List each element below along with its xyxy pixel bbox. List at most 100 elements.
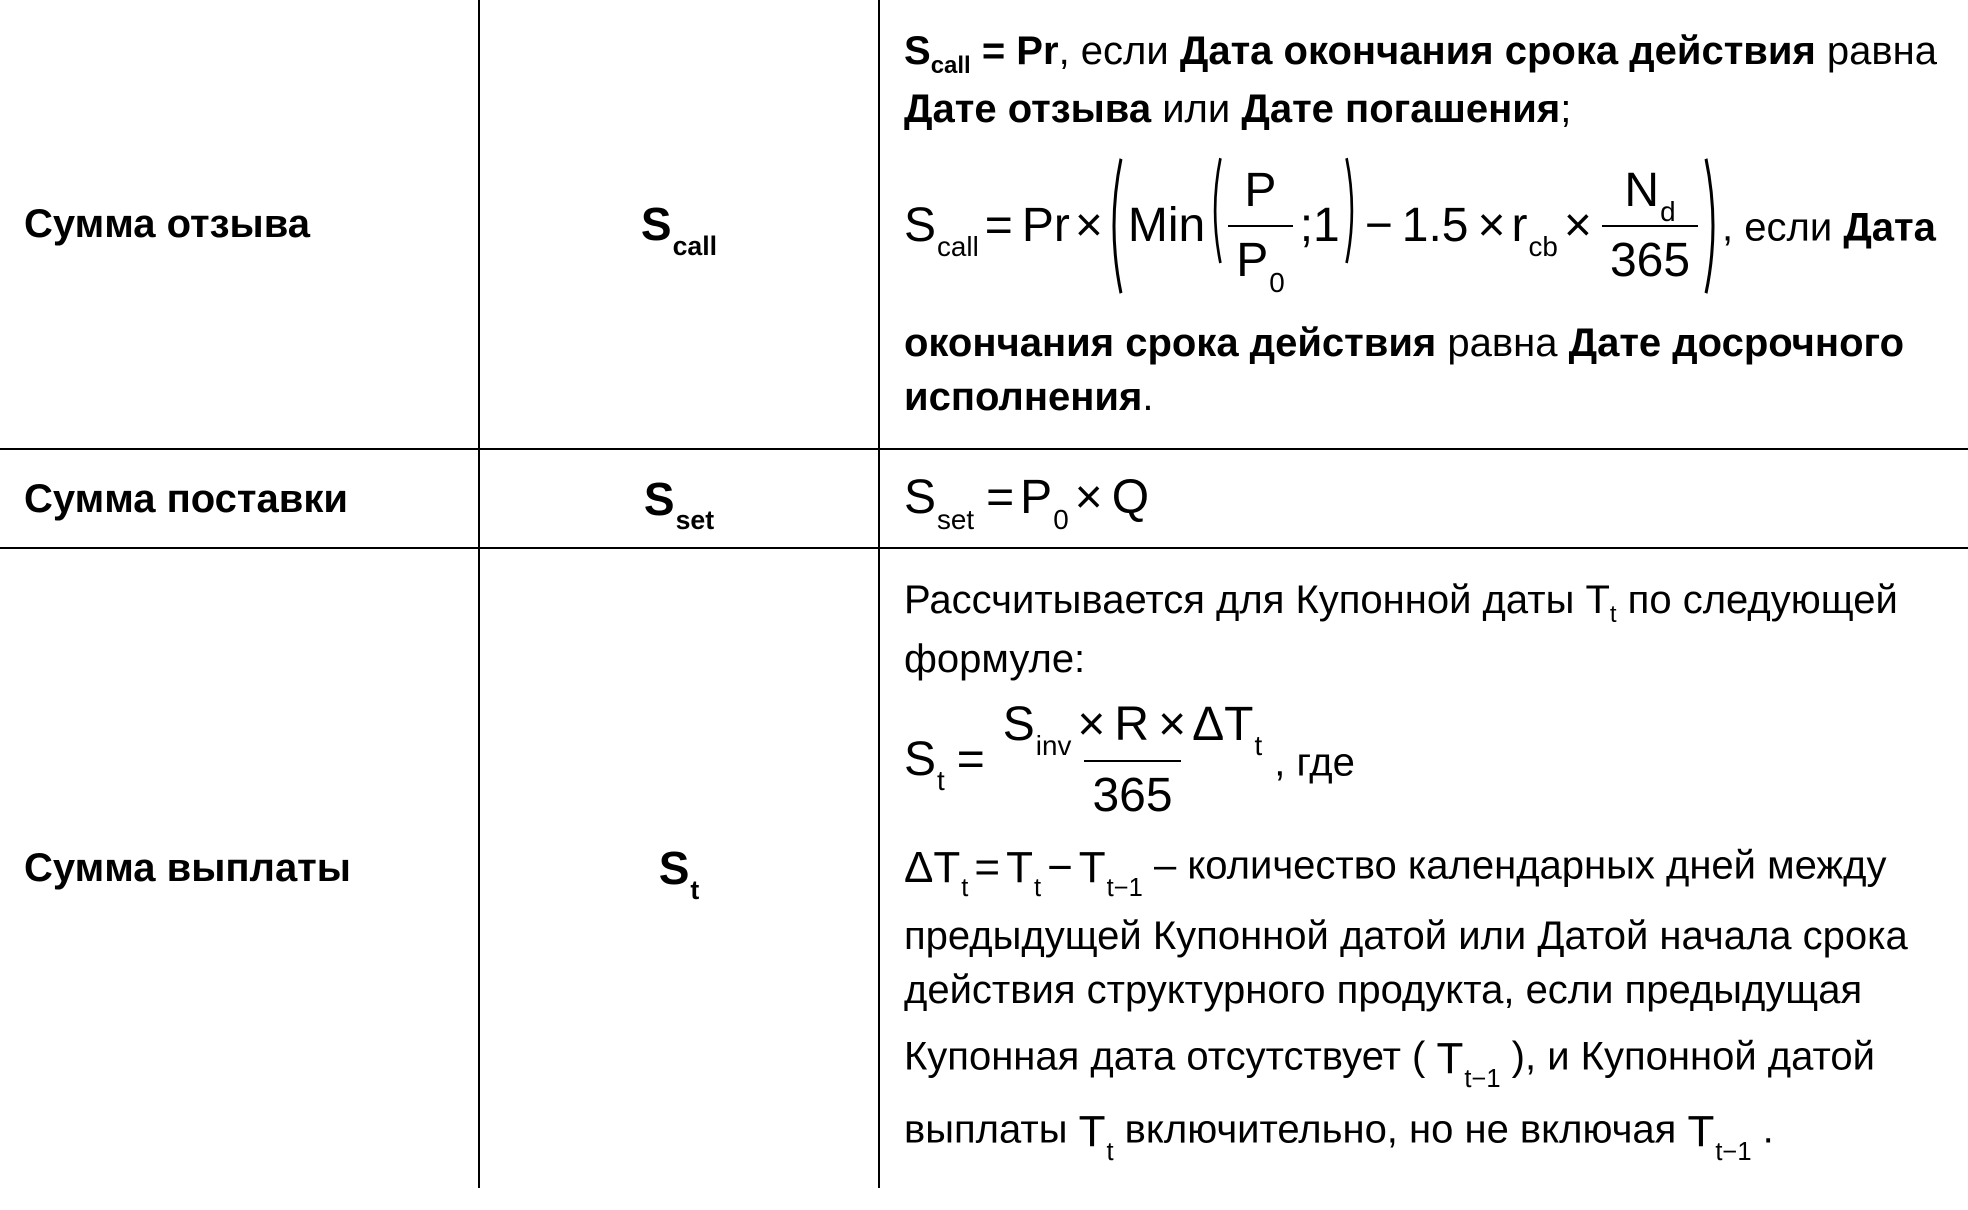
math: ×	[1558, 194, 1598, 259]
math: ×	[1073, 194, 1105, 259]
formula-sset: Sset = P0 × Q	[904, 466, 1152, 531]
math: t	[936, 762, 945, 800]
math: =	[951, 728, 991, 793]
text: или	[1151, 87, 1241, 131]
term-name: Сумма выплаты	[0, 548, 479, 1188]
math: ×	[1071, 693, 1111, 758]
text: , если	[1059, 29, 1180, 73]
math: Min	[1125, 194, 1208, 259]
math: −	[1041, 838, 1079, 897]
symbol-sub: set	[675, 502, 715, 538]
delta-definition: ΔTt = Tt − Tt−1 – количество календарных…	[904, 836, 1944, 899]
text: ;	[1560, 87, 1571, 131]
math: cb	[1528, 228, 1558, 266]
math: t−1	[1106, 871, 1143, 905]
math: P	[1244, 159, 1276, 224]
math: T	[1006, 838, 1033, 897]
term-description: Sset = P0 × Q	[879, 449, 1968, 548]
math: Pr	[1019, 194, 1073, 259]
math: 365	[1610, 229, 1690, 294]
math: d	[1659, 193, 1675, 231]
math: ΔT	[904, 838, 960, 897]
math: 0	[1268, 264, 1284, 302]
math: −	[1359, 194, 1399, 259]
math: T	[1079, 1102, 1106, 1161]
table-row: Сумма выплаты St Рассчитывается для Купо…	[0, 548, 1968, 1188]
math: ×	[1069, 466, 1109, 531]
paren-open-icon	[1105, 156, 1125, 296]
table-row: Сумма отзыва Scall Scall = Pr, если Дата…	[0, 0, 1968, 449]
math: Q	[1109, 466, 1152, 531]
math: =	[979, 194, 1019, 259]
symbol-sub: t	[689, 872, 699, 908]
math: t−1	[1714, 1135, 1751, 1169]
math: ;1	[1297, 194, 1343, 259]
math: T	[1436, 1029, 1463, 1088]
text: окончания срока действия	[904, 321, 1436, 365]
term-description: Рассчитывается для Купонной даты Tt по с…	[879, 548, 1968, 1188]
term-description: Scall = Pr, если Дата окончания срока де…	[879, 0, 1968, 449]
math: T	[1079, 838, 1106, 897]
symbol-main: S	[659, 837, 690, 899]
text: call	[931, 52, 971, 79]
math: T	[1687, 1102, 1714, 1161]
math: inv	[1035, 727, 1072, 765]
math: N	[1624, 159, 1659, 224]
paren-open-icon	[1208, 156, 1224, 265]
math: ×	[1471, 194, 1511, 259]
text: Рассчитывается для Купонной даты T	[904, 578, 1610, 622]
math: S	[1003, 693, 1035, 758]
text: Купонная дата отсутствует (	[904, 1034, 1436, 1078]
table-row: Сумма поставки Sset Sset = P0 × Q	[0, 449, 1968, 548]
math: t−1	[1463, 1062, 1500, 1096]
definitions-table: Сумма отзыва Scall Scall = Pr, если Дата…	[0, 0, 1968, 1188]
term-name: Сумма поставки	[0, 449, 479, 548]
math: P	[1236, 229, 1268, 294]
text: ), и Купонной датой	[1501, 1034, 1875, 1078]
text: Дате отзыва	[904, 87, 1151, 131]
term-name: Сумма отзыва	[0, 0, 479, 449]
text: Дате погашения	[1241, 87, 1560, 131]
text: t	[1610, 601, 1617, 628]
math: P	[1020, 466, 1052, 531]
text: включительно, но не включая	[1114, 1108, 1688, 1152]
math: ×	[1152, 693, 1192, 758]
page: Сумма отзыва Scall Scall = Pr, если Дата…	[0, 0, 1968, 1188]
math: 365	[1092, 764, 1172, 829]
math: S	[904, 728, 936, 793]
symbol-sub: call	[672, 228, 718, 264]
text: .	[1142, 375, 1153, 419]
text: , если	[1722, 206, 1843, 250]
symbol-main: S	[641, 193, 672, 255]
math: t	[960, 871, 968, 905]
math: set	[936, 501, 974, 539]
math: =	[980, 466, 1020, 531]
paren-close-icon	[1702, 156, 1722, 296]
symbol-main: S	[644, 468, 675, 530]
math: t	[1254, 727, 1263, 765]
formula-scall: Scall = Pr × Min P P0 ;1 − 1.5 × rcb	[904, 154, 1944, 298]
text: равна	[1816, 29, 1937, 73]
text: выплаты	[904, 1108, 1079, 1152]
math: call	[936, 228, 979, 266]
math: t	[1105, 1135, 1113, 1169]
text: Дата	[1843, 206, 1936, 250]
text: количество календарных дней между	[1187, 843, 1886, 887]
term-symbol: Sset	[479, 449, 879, 548]
text: , где	[1274, 740, 1355, 784]
text: равна	[1436, 321, 1568, 365]
text: = Pr	[971, 29, 1059, 73]
math: 0	[1052, 501, 1068, 539]
math: t	[1033, 871, 1041, 905]
term-symbol: Scall	[479, 0, 879, 449]
math: ΔT	[1192, 693, 1253, 758]
term-symbol: St	[479, 548, 879, 1188]
math: S	[904, 466, 936, 531]
math: S	[904, 194, 936, 259]
text: .	[1752, 1108, 1774, 1152]
math: 1.5	[1399, 194, 1472, 259]
paren-close-icon	[1343, 156, 1359, 265]
math: R	[1111, 693, 1152, 758]
math: =	[968, 838, 1006, 897]
text: S	[904, 29, 931, 73]
